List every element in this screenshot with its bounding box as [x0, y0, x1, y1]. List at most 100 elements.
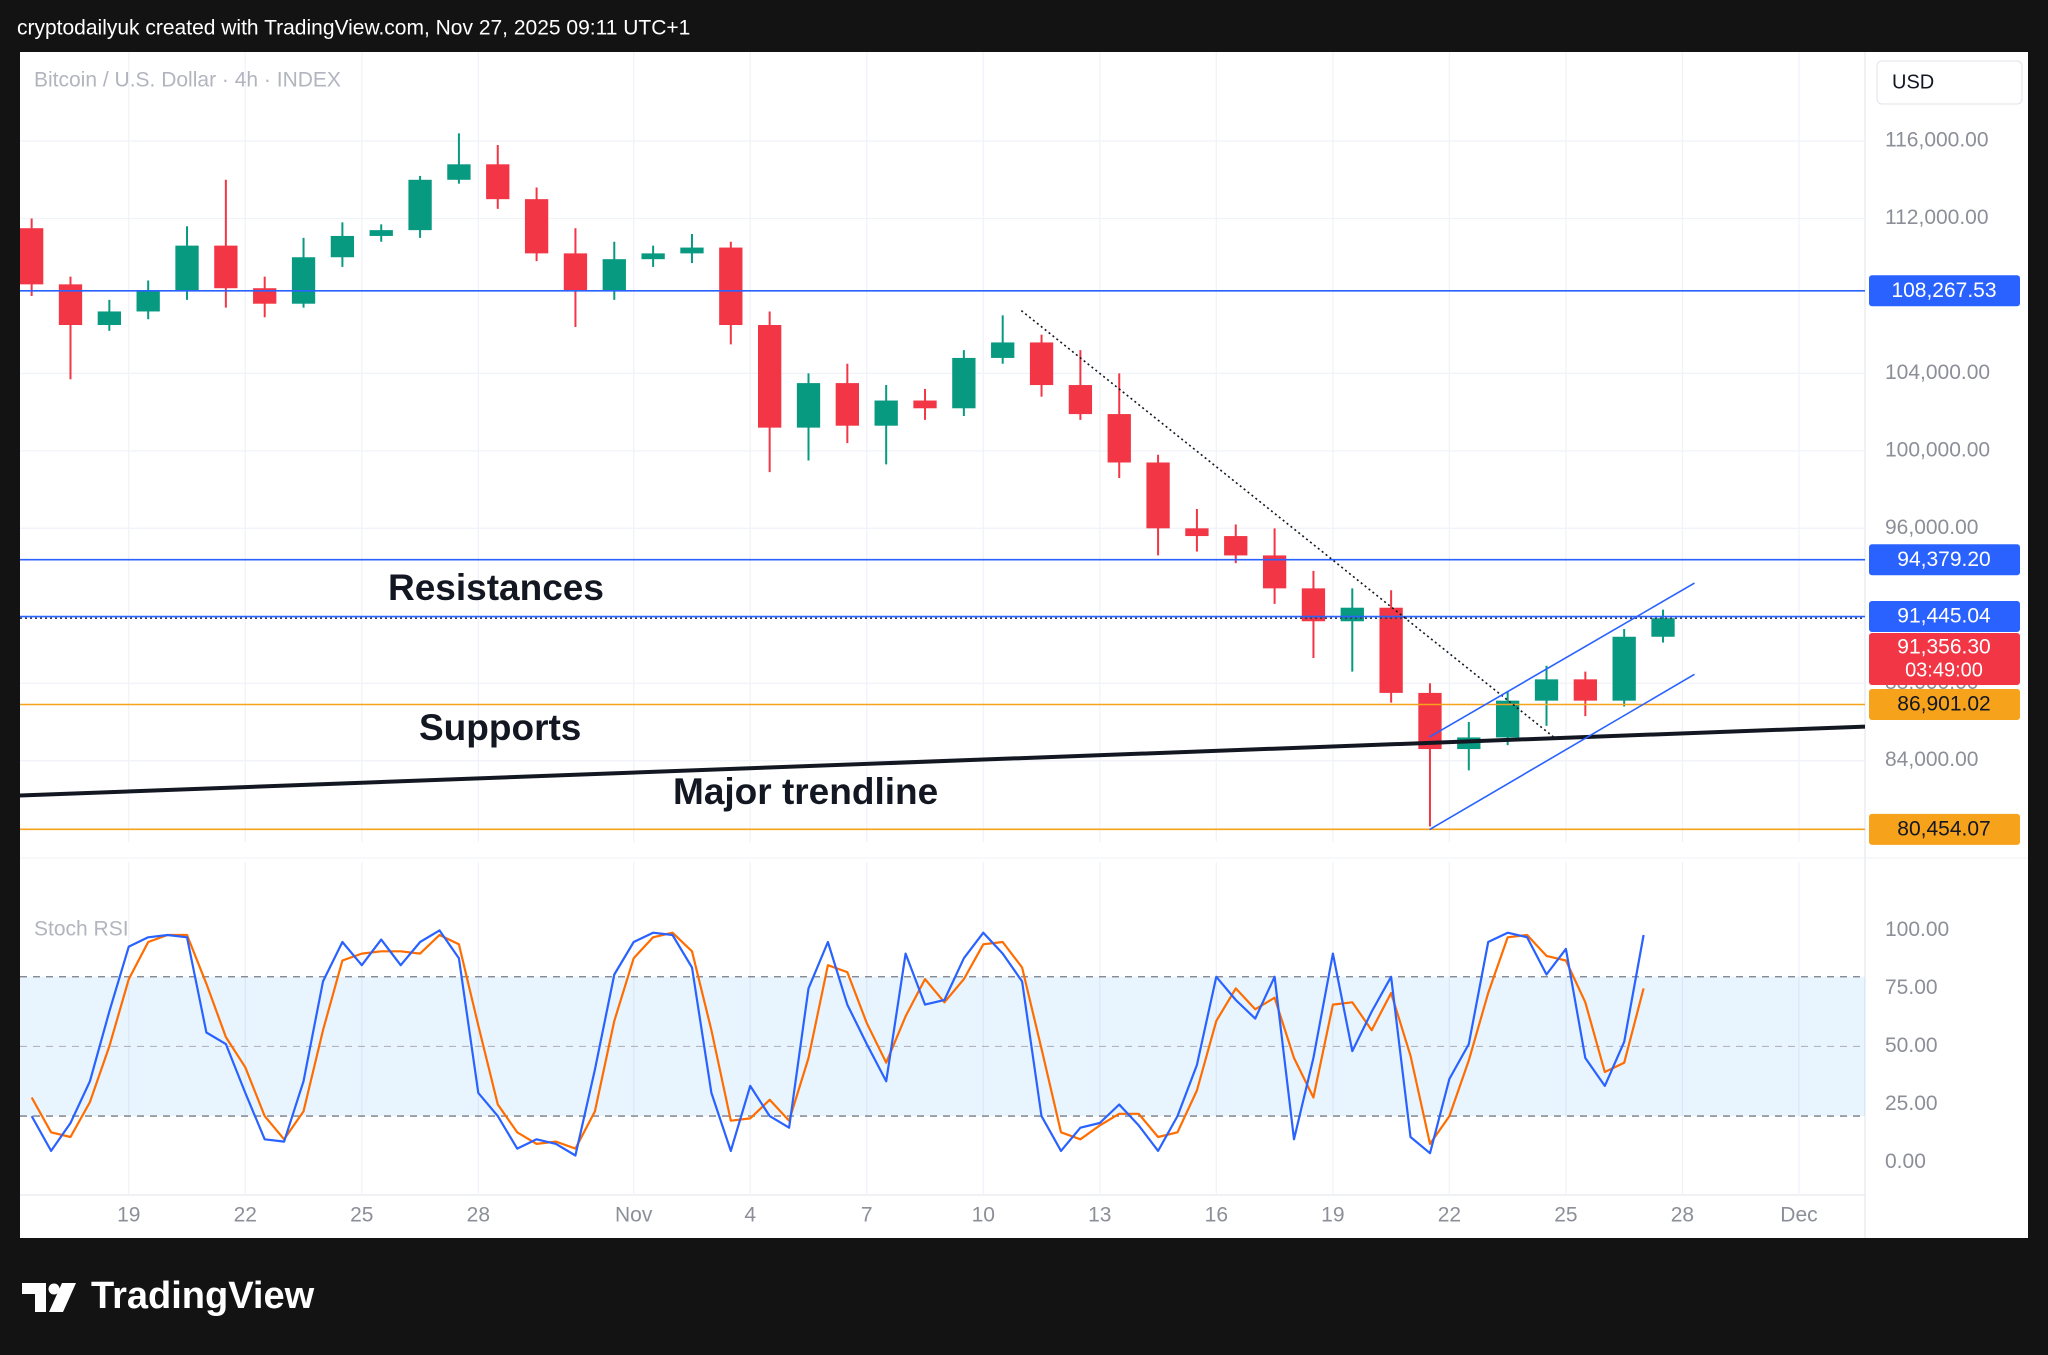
candle-body — [874, 400, 898, 426]
candle-body — [1107, 414, 1131, 463]
x-tick-label: 25 — [350, 1204, 373, 1227]
y-tick-label: 104,000.00 — [1885, 361, 1990, 384]
candle-body — [952, 357, 976, 409]
x-tick-label: 28 — [1671, 1204, 1694, 1227]
annotation: Supports — [419, 707, 581, 748]
symbol-title: Bitcoin / U.S. Dollar · 4h · INDEX — [34, 69, 341, 92]
chart-panel — [20, 52, 2028, 1238]
logo-shape — [22, 1283, 46, 1312]
y-tick-label: 112,000.00 — [1885, 206, 1989, 229]
y-tick-label: 50.00 — [1885, 1034, 1938, 1057]
candle-body — [524, 199, 549, 254]
candle-body — [680, 247, 704, 254]
header-text: cryptodailyuk created with TradingView.c… — [17, 17, 690, 40]
candle-body — [1651, 618, 1675, 637]
price-pane — [20, 133, 1865, 831]
level-label: 94,379.20 — [1897, 548, 1990, 571]
axes: 19 22 25 28 Nov 4 7 10 13 16 19 22 25 28 Dec 84,000.00 8… — [117, 129, 2020, 1227]
candle-body — [408, 179, 432, 231]
candle-body — [758, 325, 782, 428]
candle-body — [58, 284, 83, 326]
candle-body — [991, 342, 1015, 358]
y-tick-label: 0.00 — [1885, 1150, 1926, 1173]
candle-body — [253, 288, 277, 304]
level-label-box — [1869, 601, 2020, 633]
stoch-line — [30, 929, 1645, 1157]
candle-body — [136, 290, 160, 312]
x-tick-label: 22 — [234, 1204, 257, 1227]
candle-body — [563, 253, 588, 291]
candle-body — [1146, 462, 1170, 529]
currency-box[interactable] — [1876, 60, 2023, 105]
x-tick-label: 28 — [467, 1204, 490, 1227]
current-price-box — [1869, 633, 2020, 686]
countdown-label: 03:49:00 — [1905, 659, 1983, 681]
stoch-pane — [20, 929, 1865, 1157]
candle-body — [97, 311, 121, 326]
candle-body — [1573, 679, 1597, 701]
stoch-line — [30, 931, 1645, 1150]
x-tick-label: Dec — [1780, 1204, 1817, 1227]
x-tick-label: 13 — [1088, 1204, 1111, 1227]
y-tick-label: 84,000.00 — [1885, 748, 1978, 771]
annotation: Resistances — [388, 567, 604, 608]
candle-body — [486, 164, 510, 200]
trend-line — [1429, 582, 1695, 738]
level-label: 80,454.07 — [1897, 817, 1990, 840]
level-label-box — [1869, 813, 2020, 845]
candle-body — [1379, 607, 1403, 693]
level-label-box — [1869, 544, 2020, 576]
level-label-box — [1869, 689, 2020, 721]
x-tick-label: 16 — [1205, 1204, 1228, 1227]
x-tick-label: 19 — [1321, 1204, 1344, 1227]
candle-body — [1534, 679, 1559, 701]
candle-body — [1029, 342, 1054, 386]
y-tick-label: 75.00 — [1885, 976, 1938, 999]
logo-shape — [49, 1283, 76, 1312]
indicator-title: Stoch RSI — [34, 918, 129, 941]
level-label: 108,267.53 — [1891, 279, 1996, 302]
candle-body — [175, 245, 199, 291]
y-tick-label: 116,000.00 — [1885, 129, 1989, 152]
logo-icon — [22, 1283, 76, 1312]
y-tick-label: 25.00 — [1885, 1092, 1938, 1115]
brand: TradingView — [91, 1275, 315, 1317]
x-tick-label: 7 — [861, 1204, 873, 1227]
candle-body — [1262, 555, 1287, 589]
x-tick-label: 19 — [117, 1204, 140, 1227]
x-tick-label: 22 — [1438, 1204, 1461, 1227]
candle-body — [719, 247, 743, 326]
current-price-label: 91,356.30 — [1897, 636, 1990, 659]
candle-body — [214, 245, 238, 289]
trend-line — [1429, 673, 1695, 831]
candle-body — [796, 383, 821, 428]
y-tick-label: 100,000.00 — [1885, 438, 1990, 461]
level-label: 86,901.02 — [1897, 693, 1990, 716]
currency[interactable]: USD — [1892, 71, 1934, 93]
trend-line — [1020, 309, 1554, 738]
candle-body — [1418, 692, 1442, 750]
candle-body — [1301, 588, 1326, 622]
candle-body — [641, 253, 665, 260]
y-tick-label: 100.00 — [1885, 918, 1949, 941]
candle-body — [835, 383, 859, 426]
annotation: Major trendline — [673, 771, 938, 812]
y-tick-label: 96,000.00 — [1885, 516, 1978, 539]
trend-line — [20, 724, 1865, 798]
candle-body — [20, 228, 44, 285]
candle-body — [1612, 636, 1636, 701]
x-tick-label: 25 — [1554, 1204, 1577, 1227]
candle-body — [330, 235, 355, 258]
candle-body — [602, 259, 626, 291]
candle-body — [369, 230, 393, 236]
candle-body — [291, 257, 316, 304]
candle-body — [1340, 607, 1364, 622]
logo-shape — [48, 1283, 60, 1295]
candle-body — [1224, 536, 1248, 556]
candle-body — [1068, 385, 1093, 415]
level-label-box — [1869, 275, 2020, 307]
candle-body — [447, 164, 471, 180]
level-label: 91,445.04 — [1897, 605, 1991, 628]
